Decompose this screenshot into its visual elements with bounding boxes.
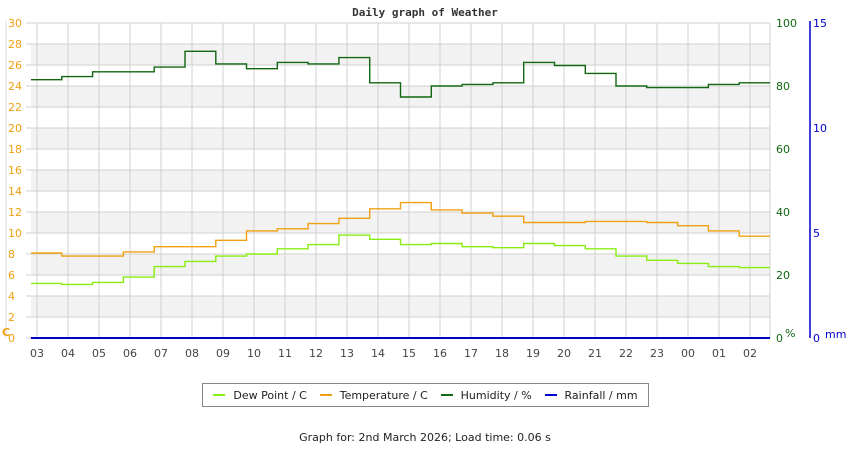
x-tick-label: 18 <box>495 347 509 360</box>
y-tick-label: 4 <box>8 290 15 303</box>
legend-label: Dew Point / C <box>233 388 307 402</box>
humidity-axis-unit: % <box>785 327 795 340</box>
x-tick-label: 15 <box>402 347 416 360</box>
legend-swatch-icon <box>440 394 453 396</box>
y-tick-label: 18 <box>8 143 22 156</box>
x-tick-label: 03 <box>30 347 44 360</box>
x-tick-label: 07 <box>154 347 168 360</box>
series-line-dew-point <box>31 234 770 286</box>
y-tick-label: 12 <box>8 206 22 219</box>
grid-band <box>31 254 770 275</box>
x-tick-label: 20 <box>557 347 571 360</box>
grid-band <box>31 170 770 191</box>
chart-title: Daily graph of Weather <box>352 6 498 19</box>
x-tick-label: 04 <box>61 347 75 360</box>
legend-label: Temperature / C <box>339 388 428 402</box>
y-tick-label: 6 <box>8 269 15 282</box>
x-tick-label: 21 <box>588 347 602 360</box>
grid-band <box>31 296 770 317</box>
humidity-tick-label: 0 <box>776 332 783 345</box>
x-tick-label: 23 <box>650 347 664 360</box>
rain-tick-label: 10 <box>813 122 827 135</box>
y-tick-label: 22 <box>8 101 22 114</box>
legend-item: Humidity / % <box>440 388 532 402</box>
rain-tick-label: 0 <box>813 332 820 345</box>
x-tick-label: 00 <box>681 347 695 360</box>
series-line-humidity <box>31 50 770 98</box>
y-tick-label: 20 <box>8 122 22 135</box>
footer-status: Graph for: 2nd March 2026; Load time: 0.… <box>299 431 551 444</box>
legend-item: Temperature / C <box>319 388 428 402</box>
legend-item: Rainfall / mm <box>544 388 638 402</box>
y-tick-label: 10 <box>8 227 22 240</box>
x-tick-label: 01 <box>712 347 726 360</box>
x-tick-label: 09 <box>216 347 230 360</box>
grid-band <box>31 44 770 65</box>
y-tick-label: 24 <box>8 80 22 93</box>
x-tick-label: 05 <box>92 347 106 360</box>
y-tick-label: 30 <box>8 17 22 30</box>
legend-label: Rainfall / mm <box>564 388 638 402</box>
legend-swatch-icon <box>319 394 332 396</box>
series-line-temperature <box>31 201 770 257</box>
x-tick-label: 11 <box>278 347 292 360</box>
legend-label: Humidity / % <box>460 388 532 402</box>
rain-axis-unit: mm <box>825 328 846 341</box>
humidity-tick-label: 40 <box>776 206 790 219</box>
grid-band <box>31 128 770 149</box>
x-tick-label: 16 <box>433 347 447 360</box>
x-tick-label: 13 <box>340 347 354 360</box>
legend-item: Dew Point / C <box>213 388 307 402</box>
humidity-tick-label: 100 <box>776 17 797 30</box>
x-tick-label: 02 <box>743 347 757 360</box>
y-tick-label: 26 <box>8 59 22 72</box>
grid-band <box>31 212 770 233</box>
x-tick-label: 17 <box>464 347 478 360</box>
humidity-tick-label: 80 <box>776 80 790 93</box>
left-axis-unit: C <box>2 326 10 339</box>
legend-swatch-icon <box>213 394 226 396</box>
y-tick-label: 0 <box>8 332 15 345</box>
x-tick-label: 14 <box>371 347 385 360</box>
x-tick-label: 22 <box>619 347 633 360</box>
legend-swatch-icon <box>544 394 557 396</box>
y-tick-label: 16 <box>8 164 22 177</box>
x-tick-label: 19 <box>526 347 540 360</box>
x-tick-label: 08 <box>185 347 199 360</box>
y-tick-label: 14 <box>8 185 22 198</box>
x-tick-label: 06 <box>123 347 137 360</box>
humidity-tick-label: 60 <box>776 143 790 156</box>
y-tick-label: 8 <box>8 248 15 261</box>
humidity-tick-label: 20 <box>776 269 790 282</box>
x-tick-label: 10 <box>247 347 261 360</box>
y-tick-label: 28 <box>8 38 22 51</box>
rain-tick-label: 5 <box>813 227 820 240</box>
chart-legend: Dew Point / C Temperature / C Humidity / %… <box>202 383 649 407</box>
y-tick-label: 2 <box>8 311 15 324</box>
x-tick-label: 12 <box>309 347 323 360</box>
rain-tick-label: 15 <box>813 17 827 30</box>
